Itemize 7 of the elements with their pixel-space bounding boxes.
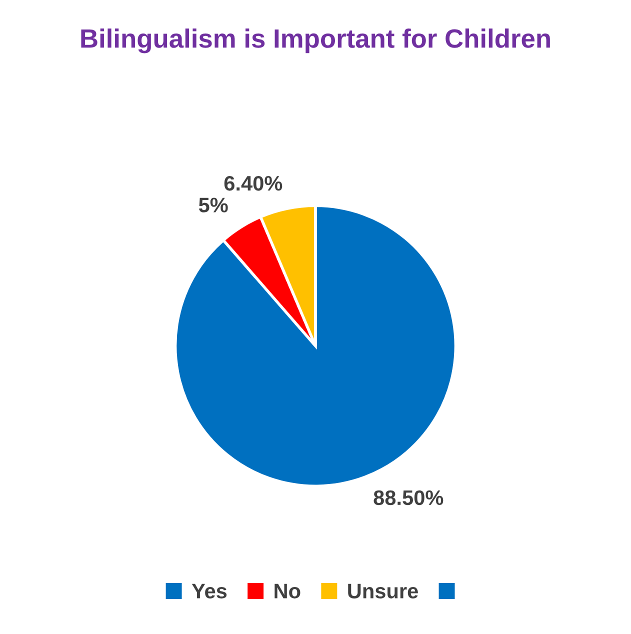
- legend-label: Unsure: [348, 584, 418, 598]
- data-label: 88.50%: [374, 490, 444, 506]
- legend-label: No: [274, 584, 300, 598]
- data-label: 5%: [198, 198, 228, 212]
- legend-label: Yes: [192, 584, 227, 598]
- chart-title: Bilingualism is Important for Children: [81, 28, 550, 54]
- data-label: 6.40%: [224, 176, 282, 191]
